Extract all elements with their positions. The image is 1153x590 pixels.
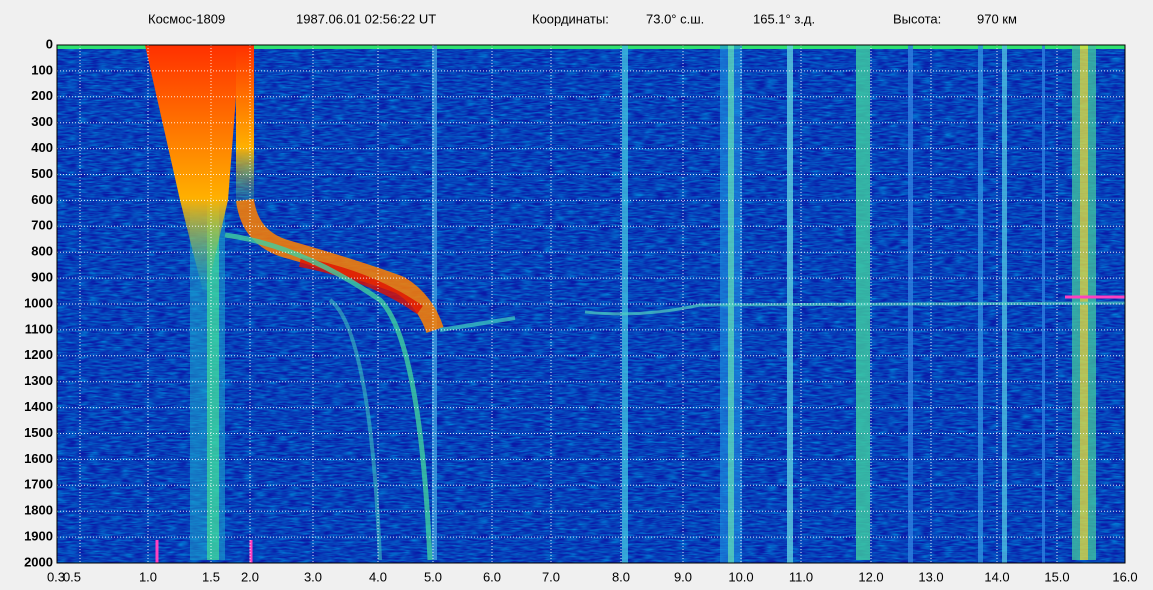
coords-label: Координаты: (532, 11, 609, 26)
x-tick-label: 3.0 (304, 569, 322, 584)
trace-lower (224, 232, 433, 561)
x-tick-label: 16.0 (1112, 569, 1137, 584)
x-tick-label: 15.0 (1044, 569, 1069, 584)
y-tick-label: 700 (31, 218, 53, 233)
trace (236, 198, 444, 334)
x-tick-label: 6.0 (483, 569, 501, 584)
y-tick-label: 1400 (24, 399, 53, 414)
y-tick-label: 1800 (24, 503, 53, 518)
y-tick-label: 200 (31, 88, 53, 103)
echo-column (236, 45, 254, 215)
y-tick-label: 2000 (24, 554, 53, 569)
x-tick-label: 14.0 (984, 569, 1009, 584)
x-tick-label: 13.0 (918, 569, 943, 584)
x-tick-label: 11.0 (789, 569, 813, 584)
x-tick-label: 12.0 (858, 569, 883, 584)
y-tick-label: 300 (31, 114, 53, 129)
altitude: 970 км (977, 11, 1017, 26)
x-tick-label: 9.0 (674, 569, 692, 584)
satellite: Космос-1809 (148, 11, 225, 26)
trace-branch (328, 298, 382, 561)
x-tick-label: 4.0 (369, 569, 387, 584)
y-tick-label: 1000 (24, 295, 53, 310)
trace-oblique (439, 316, 516, 332)
y-tick-label: 1600 (24, 451, 53, 466)
x-tick-label: 2.0 (241, 569, 259, 584)
y-tick-label: 1700 (24, 477, 53, 492)
x-tick-label: 7.0 (542, 569, 560, 584)
y-tick-label: 400 (31, 140, 53, 155)
x-tick-label: 5.0 (424, 569, 442, 584)
y-tick-label: 600 (31, 192, 53, 207)
low-freq-echo (145, 45, 240, 300)
y-tick-label: 100 (31, 62, 53, 77)
longitude: 165.1° з.д. (753, 11, 815, 26)
y-tick-label: 1200 (24, 347, 53, 362)
y-tick-label: 1100 (25, 321, 53, 336)
y-tick-label: 1500 (24, 425, 53, 440)
x-tick-label: 1.5 (202, 569, 220, 584)
axes: 0 100 200 300 400 500 600 700 800 900 1000 1100 1200… (24, 36, 1138, 584)
plot-frame (56, 44, 1126, 564)
altitude-label: Высота: (893, 11, 941, 26)
y-tick-label: 0 (46, 36, 53, 51)
horizontal-echo (584, 301, 1126, 316)
datetime: 1987.06.01 02:56:22 UT (296, 11, 436, 26)
x-tick-label: 10.0 (728, 569, 753, 584)
y-tick-label: 900 (31, 270, 53, 285)
latitude: 73.0° с.ш. (646, 11, 704, 26)
top-band (57, 45, 1125, 49)
y-tick-label: 800 (31, 244, 53, 259)
title-row: Космос-1809 1987.06.01 02:56:22 UT Коорд… (148, 11, 1017, 26)
x-tick-label: 0.5 (63, 569, 81, 584)
x-tick-label: 1.0 (139, 569, 157, 584)
x-tick-label: 8.0 (612, 569, 630, 584)
x-tick-label: 0.3 (47, 569, 65, 584)
y-tick-label: 1900 (24, 529, 53, 544)
y-tick-label: 500 (31, 166, 53, 181)
y-tick-label: 1300 (24, 373, 53, 388)
